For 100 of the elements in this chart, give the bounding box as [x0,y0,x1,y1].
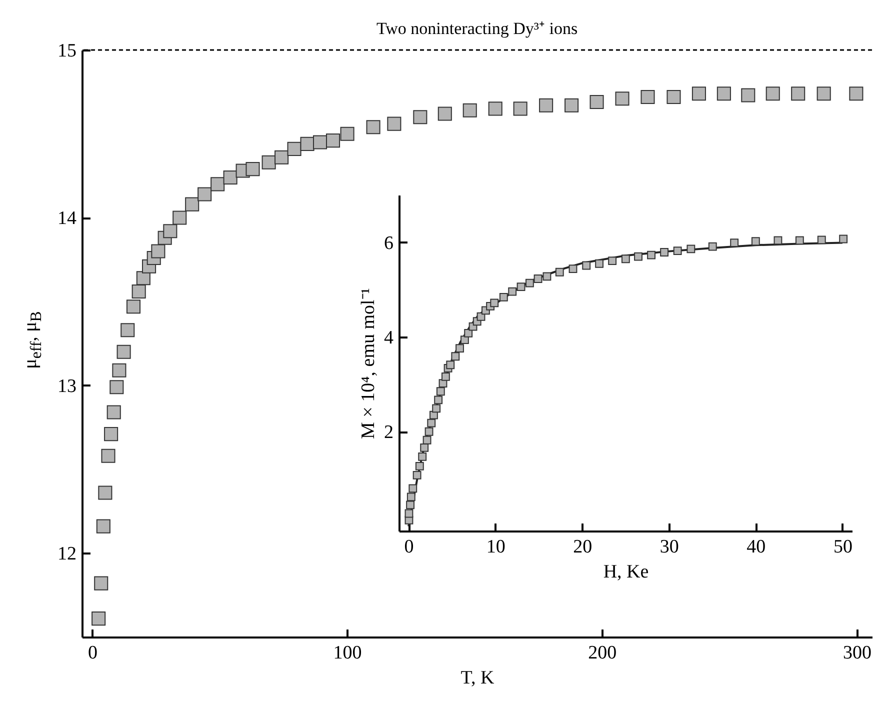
point [508,287,517,296]
point [172,210,187,225]
point [110,380,124,394]
point [287,142,302,156]
point [427,418,436,428]
point [132,284,146,299]
point [246,162,260,176]
y-tick-label: 14 [58,208,77,230]
point [104,427,118,442]
point [555,268,564,276]
point [210,177,225,192]
point [412,470,422,480]
y-tick-label: 15 [58,40,76,62]
y-axis-title: M × 10⁴, emu mol⁻¹ [358,288,379,439]
point [223,170,238,184]
x-tick-label: 300 [842,642,872,664]
point [488,102,502,116]
x-tick-label: 0 [88,642,98,664]
point [766,86,780,101]
x-axis-title: H, Ke [603,562,649,582]
point [387,116,402,131]
point [660,248,668,256]
x-tick-label: 100 [333,642,362,664]
point [774,236,782,245]
point [274,150,289,164]
point [313,135,328,150]
point [534,274,542,283]
point [326,134,340,148]
point [464,328,473,338]
point [96,519,110,534]
point [415,462,424,470]
y-tick-label: 6 [384,232,394,254]
point [666,90,681,104]
x-tick-label: 50 [833,536,852,558]
point [418,452,427,461]
point [513,102,528,116]
point [516,282,526,292]
x-tick-label: 0 [404,536,414,558]
point [151,244,166,258]
point [366,120,380,134]
y-tick-label: 12 [58,544,76,565]
point [716,86,731,101]
point [163,224,178,238]
point [408,484,418,493]
point [673,246,682,256]
point [92,612,106,626]
point [406,492,416,502]
point [434,396,443,404]
x-tick-label: 30 [660,536,679,558]
point [456,344,464,353]
x-axis-title: T, K [460,668,494,688]
point [94,576,108,590]
point [340,126,354,141]
point [582,261,591,270]
point [116,344,131,359]
point [404,509,414,518]
x-tick-label: 10 [486,536,506,558]
point [446,360,455,370]
point [590,94,604,110]
point [436,387,445,396]
point [615,92,630,106]
point [438,106,452,121]
point [462,103,477,118]
point [849,86,864,101]
point [595,259,604,268]
point [424,427,434,436]
point [300,136,314,151]
x-tick-label: 40 [746,536,766,558]
point [499,293,508,302]
point [542,272,552,281]
point [525,278,534,288]
x-tick-label: 20 [573,536,592,558]
point [420,444,429,452]
point [817,236,826,244]
x-tick-label: 200 [588,642,617,664]
point [634,252,642,261]
point [185,197,200,212]
point [430,410,438,420]
point [608,256,617,265]
point [432,404,441,413]
point [791,86,806,101]
point [126,300,140,314]
point [406,500,414,510]
point [795,236,804,245]
point [198,187,212,202]
ref-line-label: Two noninteracting Dy³⁺ ions [376,19,578,38]
point [262,155,276,170]
y-tick-label: 13 [58,376,76,397]
point [640,90,655,104]
point [751,237,760,246]
point [413,110,428,124]
point [120,323,135,338]
point [422,436,432,444]
point [539,98,554,112]
point [839,234,848,244]
point [692,86,706,101]
y-tick-label: 2 [384,422,394,444]
point [647,250,656,260]
point [741,88,756,102]
point [686,244,696,254]
